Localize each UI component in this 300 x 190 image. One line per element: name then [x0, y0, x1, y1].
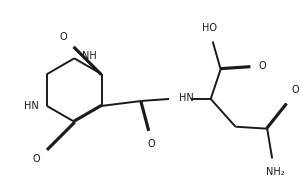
- Text: NH: NH: [82, 51, 97, 61]
- Text: O: O: [292, 85, 300, 95]
- Text: O: O: [32, 154, 40, 164]
- Text: HO: HO: [202, 23, 217, 33]
- Text: NH₂: NH₂: [266, 167, 284, 177]
- Text: HN: HN: [179, 93, 194, 103]
- Text: O: O: [59, 32, 67, 41]
- Text: HN: HN: [24, 101, 39, 111]
- Text: O: O: [148, 139, 155, 149]
- Text: O: O: [258, 61, 266, 71]
